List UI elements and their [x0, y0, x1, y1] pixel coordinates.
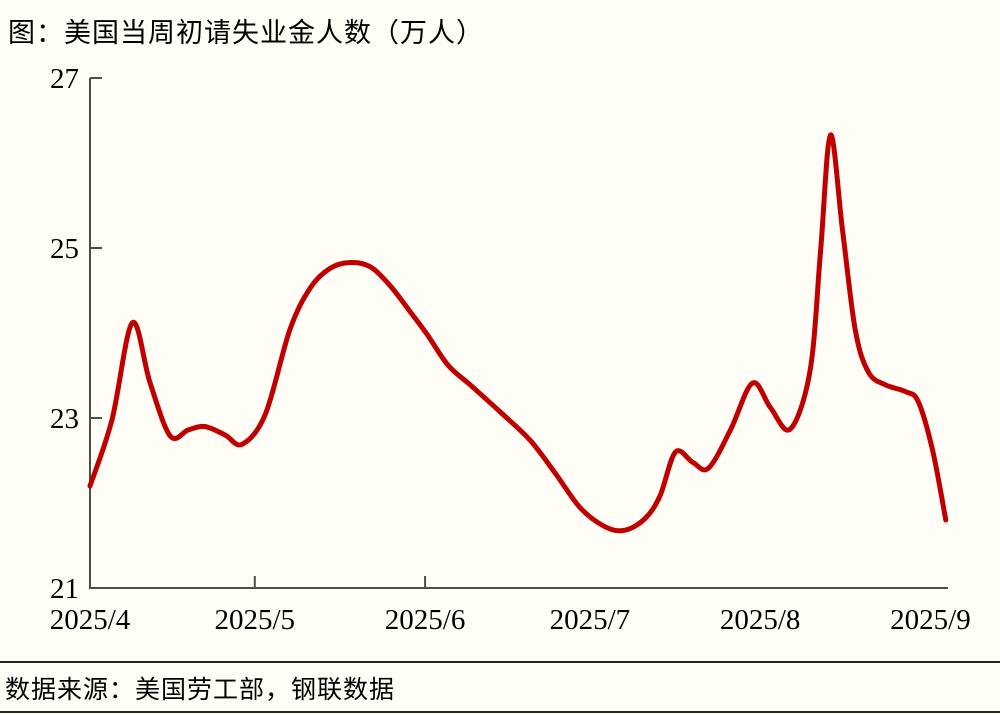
x-tick-label: 2025/6 [385, 604, 466, 636]
x-tick-label: 2025/8 [720, 604, 801, 636]
x-tick-label: 2025/9 [890, 604, 971, 636]
axis-lines [89, 78, 948, 589]
x-tick-label: 2025/5 [215, 604, 296, 636]
y-tick-label: 27 [50, 63, 79, 95]
jobless-claims-line-chart: 21 23 25 27 2025/4 2025/5 2025/6 2025/7 2025/8 20… [50, 63, 971, 636]
y-tick-label: 23 [50, 403, 79, 435]
x-tick-label: 2025/4 [50, 604, 131, 636]
chart-title: 图：美国当周初请失业金人数（万人） [8, 18, 484, 48]
y-tick-label: 21 [50, 573, 79, 605]
x-tick-label: 2025/7 [550, 604, 631, 636]
data-source-text: 数据来源：美国劳工部，钢联数据 [5, 677, 396, 704]
page-bottom-rule [0, 711, 1000, 713]
claims-series-line [87, 132, 949, 534]
data-source-bar: 数据来源：美国劳工部，钢联数据 [0, 661, 1000, 706]
y-tick-label: 25 [50, 233, 79, 265]
